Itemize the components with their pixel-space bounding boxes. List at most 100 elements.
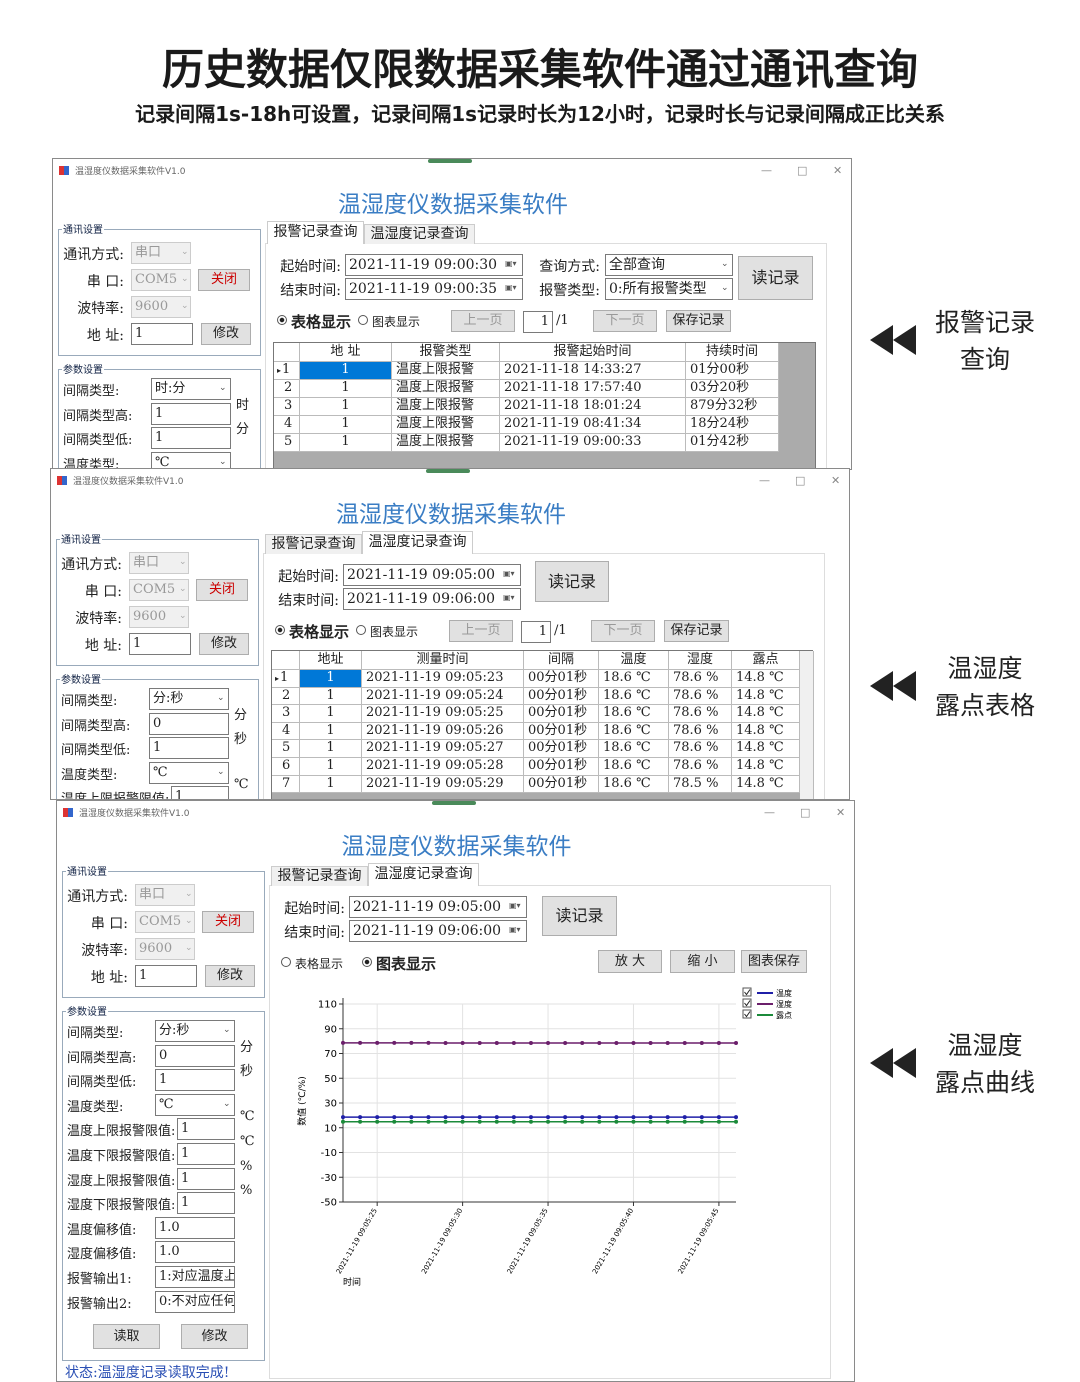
button[interactable]: 缩 小: [670, 950, 735, 973]
read-button[interactable]: 读记录: [535, 561, 609, 602]
text-input[interactable]: 1: [131, 323, 193, 345]
text-input[interactable]: 1: [155, 1069, 235, 1092]
text-input[interactable]: 1: [151, 402, 231, 425]
select[interactable]: COM5: [131, 269, 191, 291]
button[interactable]: 下一页: [593, 310, 657, 332]
radio[interactable]: [362, 957, 372, 967]
select[interactable]: COM5: [135, 911, 195, 933]
text-input[interactable]: 1: [177, 1167, 235, 1190]
text-input[interactable]: 0: [149, 712, 229, 735]
button[interactable]: 保存记录: [664, 620, 729, 642]
text-input[interactable]: 0: [155, 1044, 235, 1067]
text-input[interactable]: 1: [129, 633, 191, 655]
select[interactable]: 分:秒: [155, 1020, 235, 1042]
text-input[interactable]: 1: [177, 1192, 235, 1215]
radio[interactable]: [281, 957, 291, 967]
unit-label: ℃: [234, 777, 249, 793]
select[interactable]: 9600: [135, 938, 195, 960]
icon[interactable]: ✕: [836, 806, 846, 819]
icon: ⌄: [179, 557, 187, 567]
button[interactable]: 放 大: [598, 950, 662, 973]
select[interactable]: 1:对应温度上限报警: [155, 1266, 235, 1288]
icon[interactable]: □: [797, 164, 808, 177]
radio[interactable]: [277, 315, 287, 325]
page-subtitle: 记录间隔1s-18h可设置，记录间隔1s记录时长为12小时，记录时长与记录间隔成…: [135, 102, 945, 126]
button[interactable]: 下一页: [591, 620, 655, 642]
tab[interactable]: 报警记录查询: [265, 534, 362, 554]
radio[interactable]: [275, 625, 285, 635]
table-cell: 2021-11-19 09:05:27: [362, 740, 524, 758]
icon[interactable]: —: [759, 474, 770, 487]
button[interactable]: 上一页: [449, 620, 513, 642]
radio-label: 图表显示: [372, 315, 421, 329]
button[interactable]: 关闭: [202, 911, 254, 933]
field-label: 温度偏移值:: [67, 1222, 137, 1238]
group-title: 通讯设置: [66, 863, 108, 878]
select[interactable]: ℃: [149, 761, 229, 784]
page-input[interactable]: 1: [523, 311, 553, 333]
button[interactable]: 读取: [93, 1324, 160, 1349]
tab[interactable]: 报警记录查询: [271, 866, 368, 886]
button[interactable]: 上一页: [451, 310, 515, 332]
read-button[interactable]: 读记录: [738, 256, 813, 300]
page-input[interactable]: 1: [521, 621, 551, 643]
app-window: 温湿度仪数据采集软件V1.0— □ ✕ 温湿度仪数据采集软件 通讯设置 通讯方式: 串口 ⌄ 串…: [50, 468, 850, 800]
icon[interactable]: ✕: [831, 474, 841, 487]
icon[interactable]: □: [795, 474, 806, 487]
side-label: 露点表格: [934, 691, 1035, 720]
unit-label: 秒: [234, 732, 248, 748]
select[interactable]: 全部查询: [605, 254, 733, 276]
select[interactable]: 9600: [129, 606, 189, 628]
text-input[interactable]: 1: [135, 965, 197, 987]
text-input[interactable]: 1: [151, 427, 231, 450]
select[interactable]: 串口: [131, 242, 191, 264]
select[interactable]: 串口: [135, 884, 195, 906]
button[interactable]: 关闭: [196, 579, 248, 601]
read-button[interactable]: 读记录: [542, 896, 617, 936]
select[interactable]: COM5: [129, 579, 189, 601]
icon[interactable]: —: [764, 806, 775, 819]
select[interactable]: 时:分: [151, 378, 231, 400]
titlebar-text: 温湿度仪数据采集软件V1.0: [73, 477, 184, 487]
button[interactable]: 修改: [201, 323, 251, 345]
radio[interactable]: [358, 315, 368, 325]
text-input[interactable]: 1: [171, 786, 229, 799]
date-input[interactable]: 2021-11-19 09:00:35: [345, 278, 523, 300]
tab[interactable]: 温湿度记录查询: [362, 531, 473, 554]
button[interactable]: 修改: [199, 633, 249, 655]
text-input[interactable]: 1.0: [155, 1216, 235, 1239]
button[interactable]: 修改: [181, 1324, 248, 1349]
button[interactable]: 保存记录: [666, 310, 731, 332]
tab[interactable]: 报警记录查询: [267, 221, 364, 244]
select[interactable]: ℃: [151, 451, 231, 469]
date-input[interactable]: 2021-11-19 09:06:00: [343, 588, 521, 610]
param-group: [58, 369, 261, 469]
field-label: 波特率:: [81, 943, 128, 959]
tab[interactable]: 温湿度记录查询: [364, 224, 475, 244]
icon[interactable]: □: [800, 806, 811, 819]
button[interactable]: 修改: [205, 965, 255, 987]
text-input[interactable]: 1: [177, 1118, 235, 1141]
row-header: 7: [272, 775, 300, 794]
date-input[interactable]: 2021-11-19 09:05:00: [343, 564, 521, 586]
select[interactable]: 分:秒: [149, 688, 229, 710]
select[interactable]: 9600: [131, 296, 191, 318]
select[interactable]: ℃: [155, 1093, 235, 1116]
select[interactable]: 串口: [129, 552, 189, 574]
date-input[interactable]: 2021-11-19 09:06:00: [349, 920, 527, 942]
icon[interactable]: ✕: [833, 164, 843, 177]
arrow: [893, 671, 916, 701]
select[interactable]: 0:不对应任何报警: [155, 1290, 235, 1313]
unit-label: 时: [236, 397, 250, 413]
date-input[interactable]: 2021-11-19 09:00:30: [345, 254, 523, 276]
icon[interactable]: —: [761, 164, 772, 177]
select[interactable]: 0:所有报警类型: [605, 278, 733, 300]
button[interactable]: 关闭: [198, 269, 250, 291]
tab[interactable]: 温湿度记录查询: [368, 863, 479, 886]
text-input[interactable]: 1: [177, 1143, 235, 1165]
text-input[interactable]: 1.0: [155, 1241, 235, 1264]
button[interactable]: 图表保存: [741, 950, 807, 973]
text-input[interactable]: 1: [149, 737, 229, 760]
date-input[interactable]: 2021-11-19 09:05:00: [349, 896, 527, 918]
radio[interactable]: [356, 625, 366, 635]
